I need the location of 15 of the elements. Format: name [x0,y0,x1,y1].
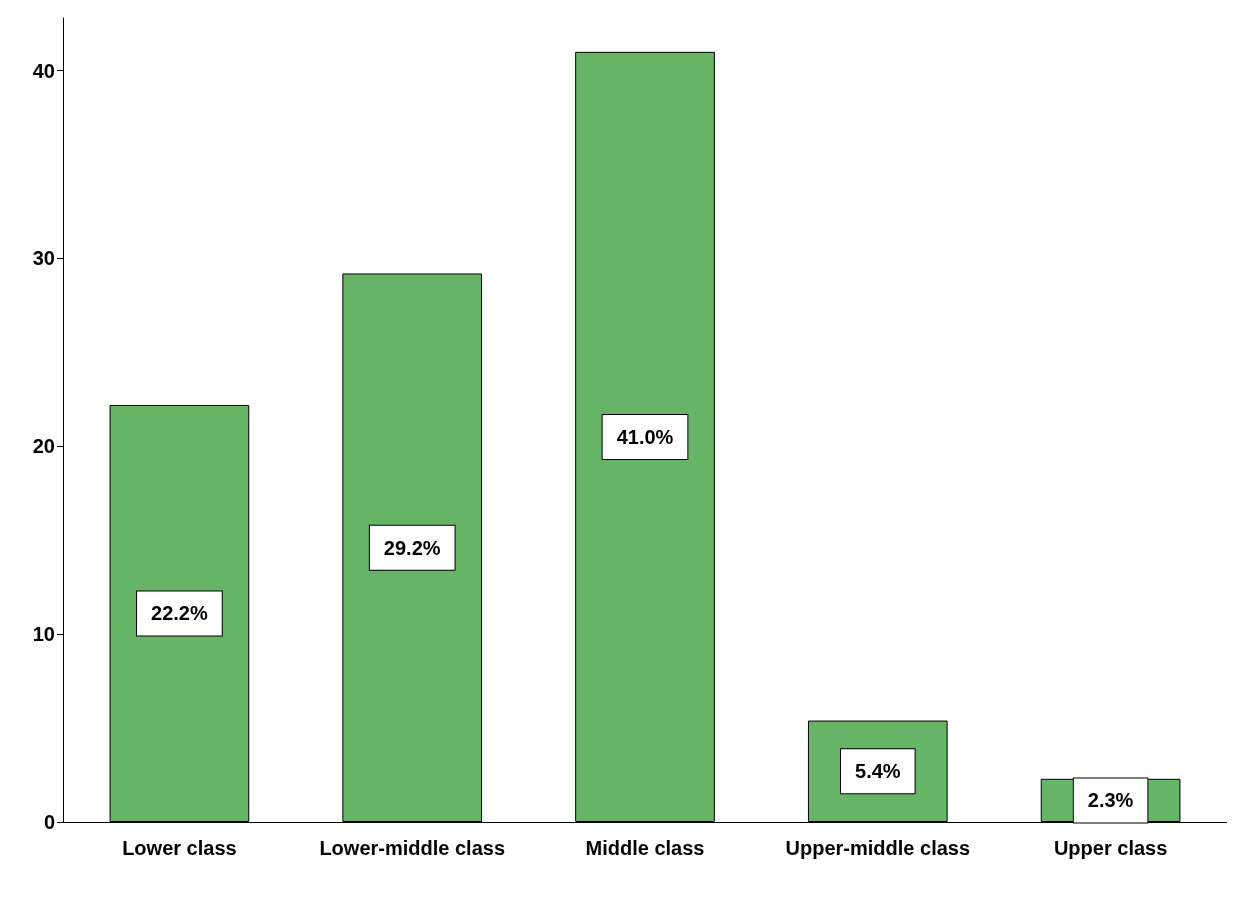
data-label: 29.2% [383,536,441,559]
x-tick-label: Lower-middle class [319,837,506,859]
y-tick-label: 40 [32,59,55,82]
data-label: 41.0% [616,425,674,448]
data-label: 5.4% [855,760,901,783]
y-tick-label: 30 [32,247,55,270]
y-tick-label: 0 [43,811,55,833]
y-tick-label: 10 [32,623,55,646]
y-tick-label: 20 [32,435,55,458]
x-tick-label: Middle class [585,837,705,859]
x-tick-label: Upper class [1053,837,1168,859]
data-label: 22.2% [151,602,208,625]
x-tick-label: Lower class [122,837,237,859]
x-tick-label: Upper-middle class [785,837,971,859]
data-label: 2.3% [1087,789,1134,812]
